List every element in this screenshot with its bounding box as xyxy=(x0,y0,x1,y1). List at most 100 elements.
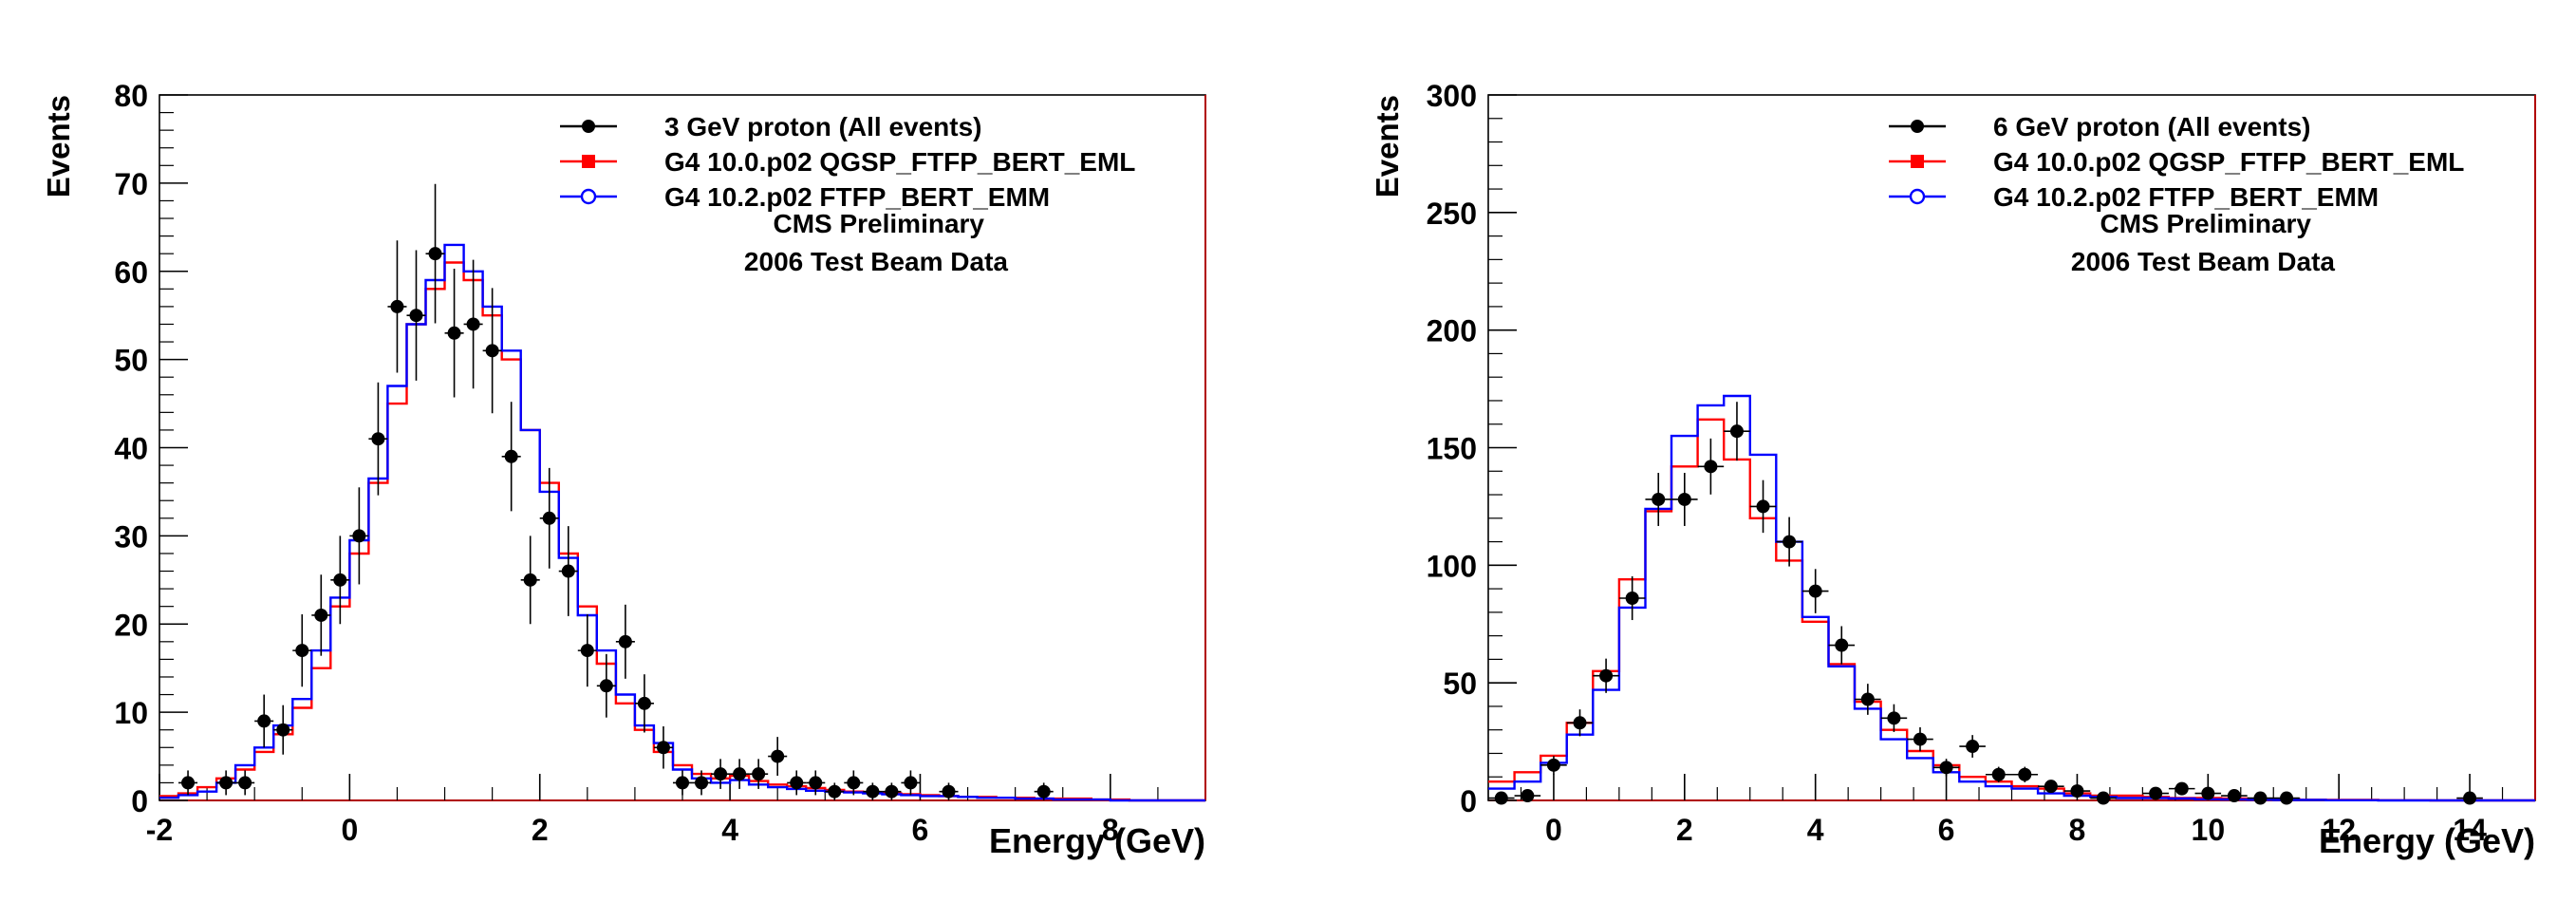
data-marker xyxy=(2227,789,2241,803)
legend-entry: 3 GeV proton (All events) xyxy=(560,112,982,141)
data-marker xyxy=(714,767,728,781)
data-point xyxy=(901,770,921,796)
data-point xyxy=(1959,735,1986,758)
legend-label: G4 10.2.p02 FTFP_BERT_EMM xyxy=(1993,182,2379,212)
data-point xyxy=(1880,704,1908,732)
data-marker xyxy=(1573,716,1587,730)
data-marker xyxy=(2097,791,2111,805)
data-marker xyxy=(2018,767,2032,781)
data-marker xyxy=(1808,584,1822,598)
legend-label: G4 10.0.p02 QGSP_FTFP_BERT_EML xyxy=(1993,147,2464,177)
data-marker xyxy=(409,309,423,323)
y-tick-label: 10 xyxy=(114,696,148,730)
legend-marker xyxy=(1909,188,1926,205)
data-marker xyxy=(1835,638,1849,652)
legend-label: 6 GeV proton (All events) xyxy=(1993,112,2311,141)
data-marker xyxy=(257,714,271,728)
data-point xyxy=(1488,791,1515,805)
data-point xyxy=(711,759,731,789)
data-marker xyxy=(238,776,252,790)
data-marker xyxy=(1625,592,1639,606)
legend-entry: G4 10.0.p02 QGSP_FTFP_BERT_EML xyxy=(1889,147,2464,177)
y-tick-label: 0 xyxy=(1460,784,1477,818)
x-tick-label: 10 xyxy=(2192,813,2226,847)
data-point xyxy=(235,770,255,796)
data-point xyxy=(2011,766,2039,782)
data-marker xyxy=(428,247,442,261)
data-marker xyxy=(809,776,823,790)
data-marker xyxy=(599,679,613,693)
data-point xyxy=(2247,791,2274,805)
data-marker xyxy=(2253,791,2268,805)
data-point xyxy=(634,674,654,733)
data-point xyxy=(330,536,350,625)
legend-label: G4 10.2.p02 FTFP_BERT_EMM xyxy=(664,182,1050,212)
data-marker xyxy=(2070,784,2084,799)
data-point xyxy=(273,705,293,755)
data-point xyxy=(444,268,464,398)
data-marker xyxy=(447,326,461,340)
legend-entry: G4 10.2.p02 FTFP_BERT_EMM xyxy=(560,182,1050,212)
data-point xyxy=(1593,658,1619,693)
y-tick-label: 250 xyxy=(1427,197,1477,231)
data-marker xyxy=(371,432,385,446)
data-point xyxy=(292,614,312,687)
legend-marker xyxy=(1911,120,1924,133)
data-point xyxy=(1932,759,1960,777)
legend-entry: 6 GeV proton (All events) xyxy=(1889,112,2311,141)
data-marker xyxy=(790,776,804,790)
y-tick-label: 30 xyxy=(114,519,148,554)
data-point xyxy=(425,183,445,324)
y-tick-label: 80 xyxy=(114,79,148,113)
y-tick-label: 20 xyxy=(114,608,148,642)
data-point xyxy=(1671,473,1698,526)
data-marker xyxy=(1991,767,2006,781)
data-marker xyxy=(828,784,842,799)
data-point xyxy=(653,725,673,769)
data-marker xyxy=(1756,499,1770,514)
data-point xyxy=(406,250,426,381)
data-marker xyxy=(181,776,196,790)
data-marker xyxy=(847,776,861,790)
x-tick-label: -2 xyxy=(146,813,173,847)
data-point xyxy=(368,382,388,496)
data-marker xyxy=(580,644,594,658)
data-marker xyxy=(656,741,670,755)
data-point xyxy=(1697,438,1725,495)
data-point xyxy=(1645,473,1672,526)
x-tick-label: 14 xyxy=(2453,813,2487,847)
data-point xyxy=(1828,626,1856,665)
data-point xyxy=(1776,517,1802,567)
y-axis-label: Events xyxy=(41,95,76,197)
x-tick-label: 2 xyxy=(532,813,549,847)
data-marker xyxy=(2044,780,2058,794)
data-point xyxy=(2038,780,2064,794)
data-marker xyxy=(637,696,651,710)
annotation-text: 2006 Test Beam Data xyxy=(2071,247,2336,276)
data-marker xyxy=(390,299,404,313)
data-point xyxy=(1514,789,1541,803)
data-point xyxy=(1540,756,1567,775)
data-point xyxy=(730,759,750,789)
data-marker xyxy=(1913,732,1927,746)
data-point xyxy=(463,259,483,389)
data-marker xyxy=(523,573,537,587)
x-tick-label: 0 xyxy=(341,813,358,847)
data-point xyxy=(2273,791,2300,805)
data-point xyxy=(1749,479,1777,534)
data-point xyxy=(1566,709,1594,737)
data-marker xyxy=(618,634,632,648)
data-marker xyxy=(1860,692,1875,706)
data-point xyxy=(2090,791,2117,805)
data-marker xyxy=(295,644,309,658)
x-tick-label: 0 xyxy=(1545,813,1562,847)
data-point xyxy=(1618,575,1646,621)
data-marker xyxy=(1599,668,1614,683)
data-point xyxy=(596,653,616,718)
y-axis-label: Events xyxy=(1370,95,1405,197)
y-tick-label: 60 xyxy=(114,255,148,290)
data-point xyxy=(311,574,331,656)
data-marker xyxy=(2149,786,2163,800)
legend-label: 3 GeV proton (All events) xyxy=(664,112,982,141)
